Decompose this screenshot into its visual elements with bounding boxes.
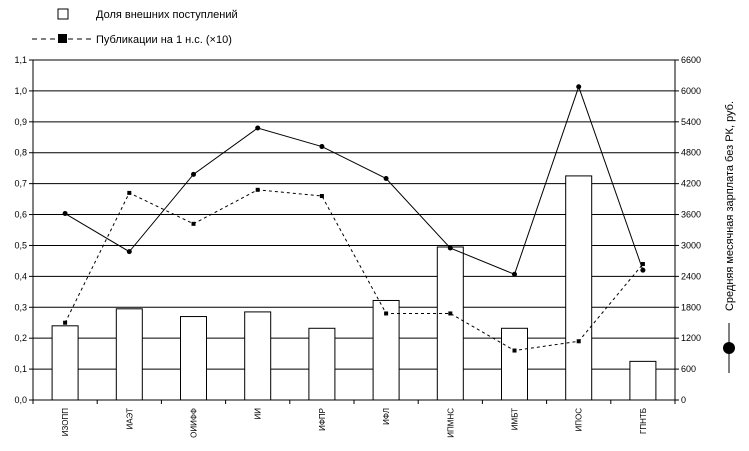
bar (501, 327, 528, 401)
salary-point (126, 249, 132, 255)
publications-point (640, 262, 645, 266)
left-tick-label: 0,9 (14, 117, 27, 127)
right-axis-title-group: Средняя месячная зарплата без РК, руб. (723, 101, 736, 373)
legend-marker-publications (58, 34, 67, 43)
salary-line (64, 85, 644, 275)
left-tick-label: 0,7 (14, 179, 27, 189)
left-tick-label: 0,8 (14, 148, 27, 158)
right-axis-title: Средняя месячная зарплата без РК, руб. (724, 101, 736, 311)
publications-point (191, 221, 196, 226)
bar (308, 327, 336, 401)
salary-point (191, 171, 196, 177)
publications-point (448, 311, 453, 316)
axes (32, 60, 676, 404)
right-tick-label: 2400 (681, 271, 701, 281)
right-tick-label: 5400 (681, 117, 701, 127)
right-tick-label: 3600 (681, 210, 701, 220)
category-label: ГПНТБ (639, 408, 648, 434)
left-axis-ticks: 0,0 0,1 0,2 0,3 0,4 0,5 0,6 0,7 0,8 0,9 1,0 1,1 (14, 55, 33, 405)
salary-line-series (62, 84, 646, 277)
right-tick-label: 6000 (681, 86, 701, 96)
legend-swatch-bars (57, 8, 69, 20)
right-tick-label: 1200 (681, 333, 701, 343)
right-tick-label: 0 (681, 395, 686, 405)
salary-point (255, 125, 261, 131)
right-axis-ticks: 0 600 1200 1800 2400 3000 3600 4200 4800 5400 6000… (675, 55, 701, 405)
bar (565, 175, 593, 401)
category-label: ИЗОПП (61, 408, 70, 436)
category-label: ИФПР (318, 408, 327, 431)
bar (180, 316, 207, 401)
category-labels: ИЗОПП ИАЭТ ОИИФФ ИИ ИФПР ИФЛ ИПМНС ИМБТ ИПОС ГПНТ… (61, 408, 648, 438)
left-tick-label: 1,1 (14, 55, 27, 65)
bar (51, 325, 79, 401)
category-label: ИМБТ (511, 408, 520, 430)
left-tick-label: 1,0 (14, 86, 27, 96)
category-label: ИПМНС (446, 408, 455, 438)
bar (115, 308, 143, 401)
publications-line-series (63, 187, 645, 353)
publications-point (63, 320, 68, 325)
left-tick-label: 0,1 (14, 364, 27, 374)
right-axis-legend-marker (723, 342, 735, 354)
publications-line (64, 189, 644, 352)
legend-label-publications: Публикации на 1 н.с. (×10) (96, 34, 232, 46)
salary-point (383, 175, 389, 181)
bar (436, 246, 464, 401)
publications-point (255, 187, 260, 192)
right-tick-label: 6600 (681, 55, 701, 65)
bar-series (51, 175, 657, 401)
publications-point (319, 194, 324, 198)
salary-point (319, 144, 325, 150)
left-tick-label: 0,3 (14, 302, 27, 312)
salary-point (62, 211, 68, 217)
bar (372, 299, 400, 401)
right-tick-label: 3000 (681, 240, 701, 250)
left-tick-label: 0,6 (14, 210, 27, 220)
right-tick-label: 4200 (681, 179, 701, 189)
right-tick-label: 600 (681, 364, 696, 374)
salary-point (512, 271, 517, 277)
left-tick-label: 0,4 (14, 271, 27, 281)
legend-label-bars: Доля внешних поступлений (96, 9, 238, 21)
category-label: ИИ (254, 408, 263, 420)
category-label: ИФЛ (382, 408, 391, 425)
publications-point (127, 190, 132, 195)
right-tick-label: 1800 (681, 302, 701, 312)
bar (629, 360, 657, 401)
publications-point (512, 348, 517, 353)
salary-point (576, 84, 582, 90)
publications-point (576, 339, 581, 344)
category-label: ИПОС (575, 408, 584, 432)
category-label: ИАЭТ (125, 408, 134, 430)
left-tick-label: 0,5 (14, 240, 27, 250)
bar (244, 311, 272, 401)
legend: Доля внешних поступлений Публикации на 1… (32, 8, 238, 46)
category-label: ОИИФФ (190, 408, 199, 438)
right-tick-label: 4800 (681, 148, 701, 158)
publications-point (384, 311, 389, 316)
left-tick-label: 0,0 (14, 395, 27, 405)
salary-point (640, 267, 646, 273)
left-tick-label: 0,2 (14, 333, 27, 343)
salary-point (447, 245, 453, 251)
